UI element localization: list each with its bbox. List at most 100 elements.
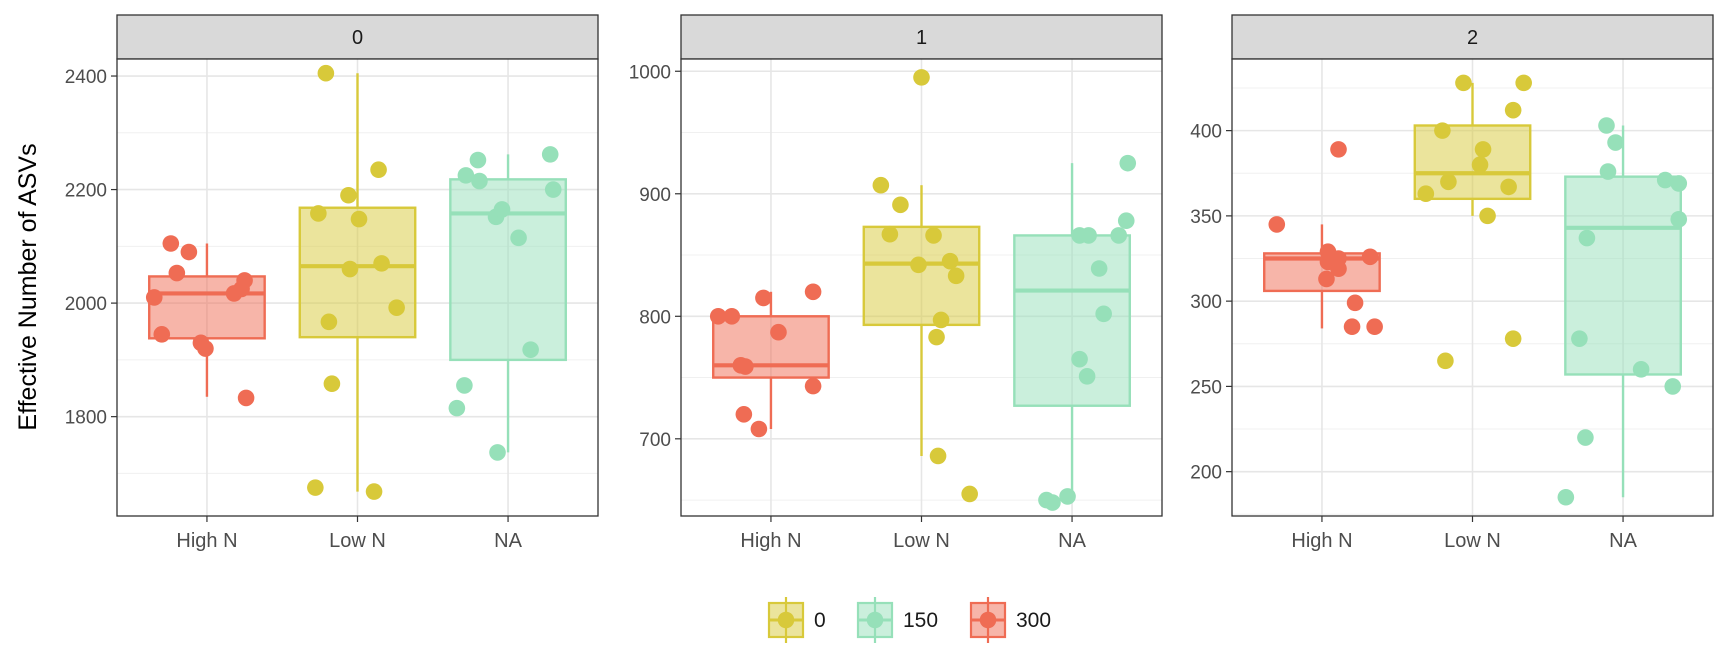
data-point: [510, 229, 527, 247]
data-point: [457, 167, 475, 184]
y-tick-label: 800: [639, 307, 671, 328]
data-point: [1504, 330, 1522, 347]
legend-label: 0: [814, 609, 826, 632]
data-point: [928, 328, 945, 346]
x-tick-label: NA: [1058, 530, 1086, 552]
data-point: [1632, 361, 1650, 378]
data-point: [1110, 227, 1128, 244]
data-point: [388, 299, 405, 316]
data-point: [317, 64, 335, 82]
data-point: [1095, 305, 1112, 323]
data-point: [522, 341, 539, 358]
data-point: [1343, 318, 1361, 336]
legend-item-150: 150: [856, 597, 938, 643]
data-point: [804, 377, 822, 395]
data-point: [1434, 122, 1451, 139]
panel-strip: [680, 14, 1163, 60]
data-point: [1330, 260, 1347, 278]
panel-strip: [1231, 14, 1714, 60]
data-point: [153, 326, 171, 343]
legend-label: 150: [903, 609, 938, 632]
panel-strip-label: 0: [352, 27, 363, 49]
data-point: [947, 267, 965, 285]
data-point: [1455, 74, 1472, 92]
data-point: [770, 323, 787, 341]
data-point: [1515, 74, 1532, 92]
data-point: [735, 406, 753, 423]
data-point: [236, 272, 253, 289]
data-point: [961, 485, 978, 503]
panel-strip: [116, 14, 599, 60]
data-point: [1071, 350, 1088, 368]
box-body: [1013, 234, 1131, 407]
data-point: [544, 181, 562, 198]
x-tick-label: NA: [1609, 530, 1637, 552]
data-point: [1330, 141, 1347, 158]
data-point: [341, 260, 359, 278]
data-point: [750, 420, 768, 438]
data-point: [1361, 248, 1379, 266]
data-point: [709, 307, 727, 325]
data-point: [1471, 156, 1489, 174]
y-tick-label: 350: [1190, 207, 1222, 228]
data-point: [1080, 227, 1097, 244]
data-point: [1059, 488, 1076, 505]
data-point: [1599, 163, 1617, 180]
data-point: [370, 161, 387, 179]
box-body: [712, 315, 830, 379]
data-point: [448, 399, 466, 417]
x-tick-label: High N: [1291, 530, 1352, 552]
y-tick-label: 900: [639, 185, 671, 206]
data-point: [456, 377, 473, 394]
data-point: [310, 205, 327, 222]
data-point: [471, 172, 488, 190]
data-point: [737, 358, 754, 375]
data-point: [365, 483, 383, 500]
data-point: [925, 227, 942, 244]
data-point: [755, 289, 772, 307]
data-point: [541, 146, 559, 163]
y-tick-label: 200: [1190, 463, 1222, 484]
data-point: [1670, 210, 1688, 228]
data-point: [892, 196, 909, 214]
data-point: [1117, 212, 1135, 230]
x-tick-label: High N: [176, 530, 237, 552]
data-point: [910, 256, 927, 274]
data-point: [1346, 294, 1364, 312]
legend-label: 300: [1016, 609, 1051, 632]
y-tick-label: 2200: [65, 181, 107, 202]
data-point: [197, 340, 214, 357]
data-point: [941, 252, 959, 270]
panel-border: [116, 58, 599, 517]
data-point: [1578, 229, 1596, 247]
legend-point: [866, 611, 884, 629]
data-point: [932, 311, 950, 329]
y-tick-label: 2000: [65, 294, 107, 315]
data-point: [1474, 141, 1492, 158]
panel-2: 2 200 250 300 350 400 High N Low N NA: [1190, 14, 1714, 552]
data-point: [1598, 117, 1615, 134]
box-high-n: [712, 291, 830, 430]
data-point: [1119, 154, 1137, 172]
data-point: [323, 375, 341, 393]
data-point: [881, 225, 899, 243]
data-point: [913, 69, 930, 86]
data-point: [1504, 101, 1522, 119]
x-tick-label: Low N: [1444, 530, 1501, 552]
panel-1: 1 700 800 900 1000 High N Low N NA: [629, 14, 1163, 552]
legend-point: [979, 611, 997, 629]
data-point: [1437, 352, 1454, 370]
panel-border: [1231, 58, 1714, 517]
data-point: [350, 210, 368, 228]
data-point: [489, 444, 506, 461]
y-tick-label: 300: [1190, 292, 1222, 313]
data-point: [145, 289, 163, 306]
legend-item-0: 0: [767, 597, 826, 643]
y-tick-label: 250: [1190, 377, 1222, 398]
data-point: [1664, 378, 1682, 395]
data-point: [804, 283, 822, 301]
data-point: [1440, 173, 1457, 191]
data-point: [1078, 368, 1096, 385]
